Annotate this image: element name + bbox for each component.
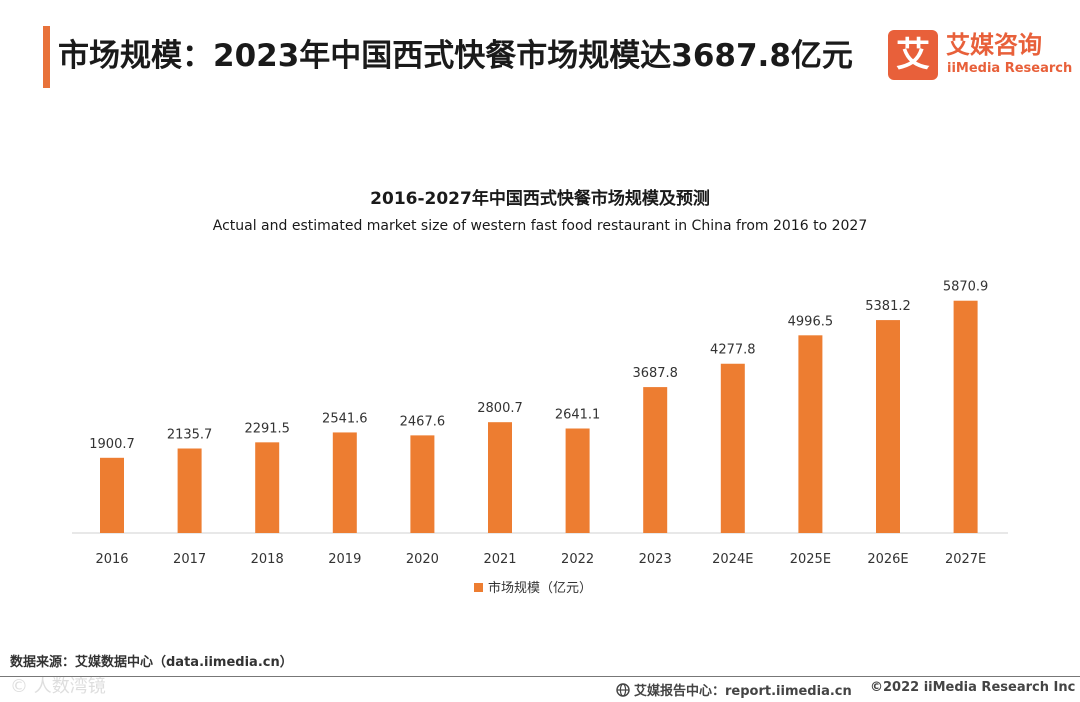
bar-2017: [177, 448, 202, 533]
x-tick-2026E: 2026E: [867, 552, 908, 567]
copyright: ©2022 iiMedia Research Inc: [870, 680, 1076, 695]
data-label-2026E: 5381.2: [865, 299, 911, 314]
data-label-2020: 2467.6: [400, 414, 446, 429]
bar-2025E: [798, 335, 823, 533]
bar-2018: [255, 442, 280, 533]
legend-swatch: [474, 583, 483, 592]
bar-2016: [100, 457, 124, 533]
logo-mark-icon: 艾: [888, 30, 938, 80]
iimedia-logo[interactable]: 艾 艾媒咨询 iiMedia Research: [888, 30, 1072, 82]
x-tick-2020: 2020: [406, 552, 439, 567]
data-label-2024E: 4277.8: [710, 343, 756, 358]
bar-2022: [565, 428, 590, 533]
logo-english-name: iiMedia Research: [947, 61, 1073, 76]
x-tick-2024E: 2024E: [712, 552, 753, 567]
report-center-link[interactable]: 艾媒报告中心：report.iimedia.cn: [616, 680, 852, 699]
globe-icon: [616, 682, 630, 697]
x-tick-2022: 2022: [561, 552, 594, 567]
data-source: 数据来源：艾媒数据中心（data.iimedia.cn）: [10, 655, 293, 670]
data-label-2018: 2291.5: [244, 421, 290, 436]
bar-2026E: [876, 320, 900, 533]
data-label-2025E: 4996.5: [788, 314, 834, 329]
data-label-2017: 2135.7: [167, 428, 213, 443]
x-tick-2021: 2021: [483, 552, 516, 567]
bar-2023: [643, 387, 668, 533]
data-label-2016: 1900.7: [89, 437, 135, 452]
chart-subtitle: Actual and estimated market size of west…: [212, 218, 868, 234]
data-label-2027E: 5870.9: [943, 280, 989, 295]
title-accent-bar: [43, 26, 50, 88]
legend-label: 市场规模（亿元）: [488, 580, 592, 596]
x-tick-2016: 2016: [95, 552, 128, 567]
page-title: 市场规模：2023年中国西式快餐市场规模达3687.8亿元: [58, 38, 853, 74]
data-label-2022: 2641.1: [555, 408, 601, 423]
x-tick-2027E: 2027E: [945, 552, 986, 567]
footer-divider: [0, 676, 1080, 677]
bar-2027E: [953, 300, 978, 533]
bar-2020: [410, 435, 435, 533]
x-tick-2023: 2023: [639, 552, 672, 567]
bar-2019: [332, 432, 357, 533]
x-tick-2018: 2018: [251, 552, 284, 567]
x-tick-2017: 2017: [173, 552, 206, 567]
data-label-2019: 2541.6: [322, 411, 368, 426]
data-label-2023: 3687.8: [632, 366, 678, 381]
logo-chinese-name: 艾媒咨询: [946, 31, 1042, 59]
chart-title: 2016-2027年中国西式快餐市场规模及预测: [370, 189, 710, 209]
bar-chart: 1900.7 2016 2135.7 2017 2291.5 2018 2541.6 2019…: [72, 280, 1008, 596]
x-tick-2019: 2019: [328, 552, 361, 567]
bar-2024E: [720, 363, 745, 533]
watermark: © 人数湾镜: [10, 676, 106, 697]
report-center-text: 艾媒报告中心：report.iimedia.cn: [634, 684, 852, 699]
data-label-2021: 2800.7: [477, 401, 523, 416]
x-tick-2025E: 2025E: [790, 552, 831, 567]
bar-2021: [488, 422, 512, 533]
